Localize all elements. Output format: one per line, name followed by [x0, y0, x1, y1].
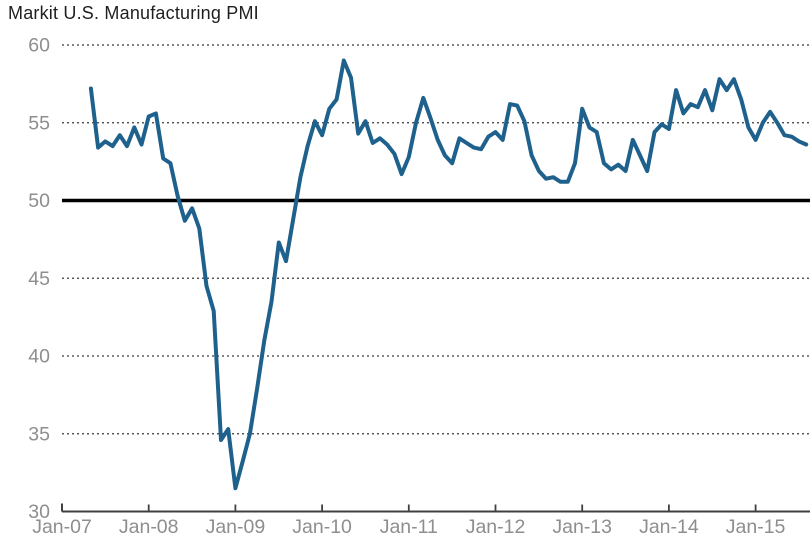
y-tick-label: 45	[28, 268, 50, 290]
x-tick-label: Jan-14	[639, 516, 699, 538]
y-tick-label: 50	[28, 190, 50, 212]
y-tick-label: 60	[28, 35, 50, 57]
x-tick-label: Jan-10	[292, 516, 352, 538]
x-tick-label: Jan-13	[552, 516, 612, 538]
x-tick-label: Jan-11	[380, 516, 438, 538]
y-tick-label: 40	[28, 346, 50, 368]
pmi-series-line	[88, 58, 809, 491]
x-tick-label: Jan-09	[206, 516, 266, 538]
x-tick-label: Jan-12	[466, 516, 526, 538]
x-tick-label: Jan-07	[32, 516, 92, 538]
x-tick-label: Jan-08	[119, 516, 179, 538]
x-tick-label: Jan-15	[726, 516, 786, 538]
y-tick-label: 35	[28, 423, 50, 445]
chart-title: Markit U.S. Manufacturing PMI	[8, 3, 259, 23]
y-tick-label: 55	[28, 112, 50, 134]
y-tick-label: 30	[28, 501, 50, 523]
